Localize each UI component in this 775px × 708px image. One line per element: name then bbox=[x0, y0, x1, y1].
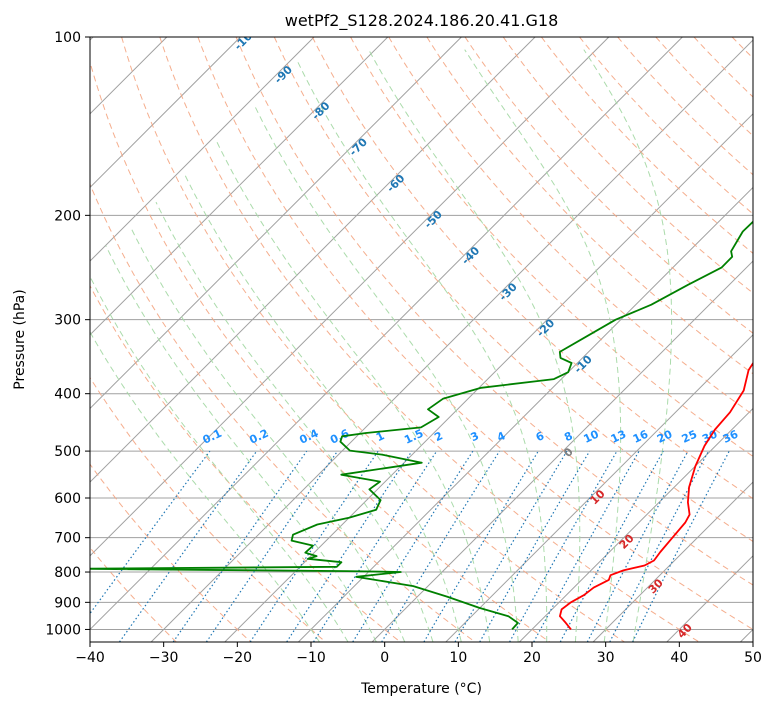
mixing-ratio-label: 20 bbox=[655, 427, 675, 445]
mixing-ratio-line bbox=[509, 450, 618, 642]
dry-adiabat-line bbox=[426, 37, 753, 375]
y-tick-label: 900 bbox=[54, 595, 81, 611]
moist-adiabat-line bbox=[253, 104, 519, 642]
y-tick-label: 200 bbox=[54, 208, 81, 224]
isotherm-line bbox=[90, 37, 315, 262]
mixing-ratio-label: 16 bbox=[631, 427, 651, 445]
isotherm-line bbox=[90, 37, 389, 336]
dry-adiabat-line bbox=[90, 376, 327, 642]
x-tick-label: 50 bbox=[744, 650, 762, 666]
y-tick-label: 400 bbox=[54, 387, 81, 403]
isotherm-line bbox=[90, 37, 610, 557]
mixing-ratio-line bbox=[119, 450, 258, 642]
dry-adiabat-line bbox=[388, 37, 753, 416]
dry-adiabat-line bbox=[121, 37, 625, 642]
mixing-ratio-line bbox=[205, 450, 338, 642]
y-tick-label: 300 bbox=[54, 313, 81, 329]
dry-adiabat-line bbox=[350, 37, 753, 457]
mixing-ratio-label: 25 bbox=[680, 428, 699, 446]
isotherm-line bbox=[150, 39, 753, 642]
y-tick-label: 1000 bbox=[45, 622, 81, 638]
moist-adiabat-line bbox=[90, 275, 349, 642]
mixing-ratio-line bbox=[312, 450, 438, 642]
mixing-ratio-line bbox=[533, 450, 640, 642]
y-axis-label: Pressure (hPa) bbox=[12, 289, 28, 389]
x-tick-label: 0 bbox=[380, 650, 389, 666]
mixing-ratio-label: 13 bbox=[609, 428, 628, 446]
x-tick-label: −10 bbox=[296, 650, 326, 666]
moist-adiabat-line bbox=[297, 61, 548, 642]
dry-adiabat-line bbox=[235, 37, 753, 586]
mixing-ratio-line bbox=[90, 450, 211, 615]
dewpoint-profile-line bbox=[90, 220, 753, 630]
x-tick-label: −20 bbox=[223, 650, 253, 666]
mixing-ratio-line bbox=[286, 450, 413, 642]
mixing-ratio-line bbox=[172, 450, 308, 642]
y-tick-label: 500 bbox=[54, 444, 81, 460]
mixing-ratio-line bbox=[249, 450, 379, 642]
moist-adiabat-line bbox=[183, 173, 462, 642]
dry-adiabat-line bbox=[90, 60, 551, 642]
temperature-profile-line bbox=[559, 361, 753, 630]
x-tick-label: 10 bbox=[449, 650, 467, 666]
mixing-ratio-label: 10 bbox=[582, 427, 602, 445]
mixing-ratio-line bbox=[632, 450, 730, 642]
moist-adiabat-line bbox=[368, 49, 581, 642]
x-tick-label: 20 bbox=[523, 650, 541, 666]
isotherm-line bbox=[90, 37, 241, 189]
isotherm-line bbox=[224, 113, 753, 642]
moist-adiabat-line bbox=[464, 49, 622, 642]
moist-adiabat-line bbox=[155, 201, 434, 642]
x-axis-label: Temperature (°C) bbox=[360, 681, 482, 697]
moist-adiabat-line bbox=[105, 245, 377, 642]
x-tick-label: −40 bbox=[75, 650, 105, 666]
dry-adiabat-line bbox=[541, 37, 753, 254]
x-tick-label: 40 bbox=[670, 650, 688, 666]
plot-frame bbox=[89, 36, 754, 643]
isotherm-line bbox=[90, 37, 683, 631]
moist-adiabat-line bbox=[216, 141, 491, 642]
dry-adiabat-line bbox=[90, 182, 476, 642]
dry-adiabat-line bbox=[90, 463, 252, 642]
dry-adiabat-line bbox=[579, 37, 753, 215]
y-tick-label: 600 bbox=[54, 491, 81, 507]
isotherm-line bbox=[445, 334, 753, 642]
x-tick-label: 30 bbox=[597, 650, 615, 666]
isotherm-line bbox=[592, 481, 753, 642]
isotherm-line bbox=[90, 37, 536, 483]
dry-adiabat-line bbox=[311, 37, 753, 500]
mixing-ratio-line bbox=[352, 450, 474, 642]
isotherm-line bbox=[371, 260, 753, 642]
chart-title: wetPf2_S128.2024.186.20.41.G18 bbox=[285, 11, 559, 31]
moist-adiabat-line bbox=[90, 330, 320, 642]
mixing-ratio-line bbox=[381, 450, 501, 642]
mixing-ratio-line bbox=[559, 450, 664, 642]
y-tick-label: 700 bbox=[54, 531, 81, 547]
moist-adiabat-line bbox=[583, 49, 673, 642]
mixing-ratio-label: 36 bbox=[721, 427, 741, 445]
dry-adiabat-line bbox=[197, 37, 753, 631]
dry-adiabat-line bbox=[159, 37, 700, 642]
y-tick-label: 800 bbox=[54, 565, 81, 581]
x-tick-label: −30 bbox=[149, 650, 179, 666]
dry-adiabat-line bbox=[90, 284, 401, 642]
isotherm-line bbox=[519, 407, 753, 642]
y-tick-label: 100 bbox=[54, 30, 81, 46]
axes: −40 −30 −20 −10 0 10 20 30 40 50 100 200 300 400 500 60… bbox=[45, 30, 762, 666]
